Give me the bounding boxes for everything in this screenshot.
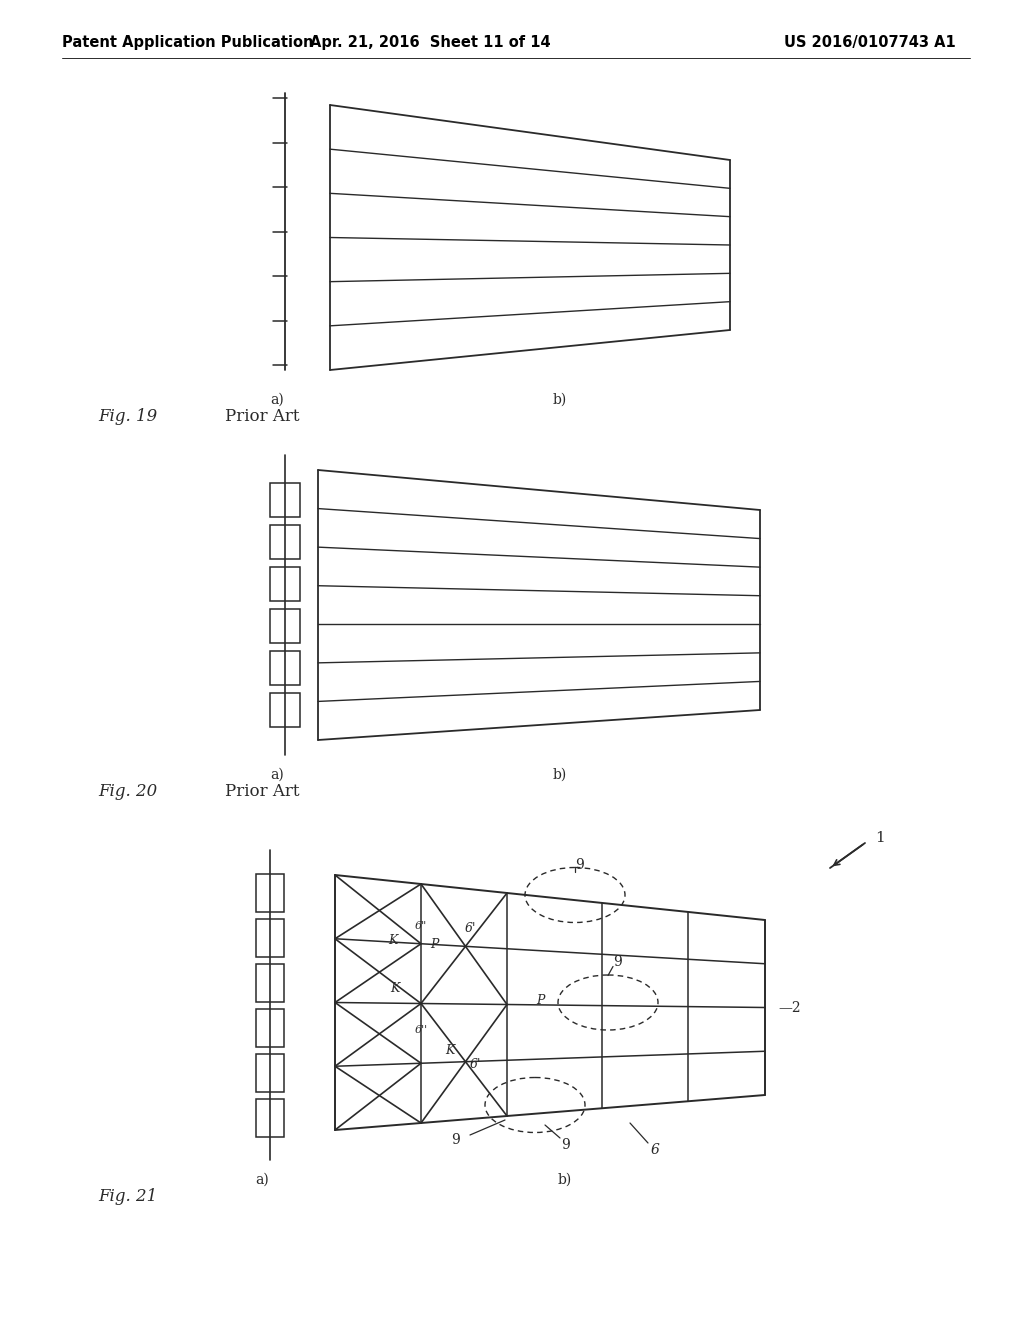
Text: Prior Art: Prior Art [225,408,299,425]
Text: 9: 9 [575,858,585,873]
Text: K: K [390,982,399,994]
Text: —2: —2 [778,1001,801,1015]
Text: Fig. 21: Fig. 21 [98,1188,158,1205]
Text: P: P [430,937,438,950]
Text: 6'': 6'' [415,1026,428,1035]
Bar [256,919,284,957]
Bar [256,874,284,912]
Bar [256,964,284,1002]
Text: Prior Art: Prior Art [225,783,299,800]
Text: US 2016/0107743 A1: US 2016/0107743 A1 [784,34,955,49]
Bar [270,483,300,517]
Bar [270,651,300,685]
Text: b): b) [553,393,567,407]
Text: 6": 6" [415,921,427,931]
Text: Fig. 20: Fig. 20 [98,783,158,800]
Text: a): a) [270,393,284,407]
Text: b): b) [558,1173,572,1187]
Text: b): b) [553,768,567,781]
Text: a): a) [270,768,284,781]
Bar [270,693,300,727]
Text: 6': 6' [470,1059,481,1072]
Text: 9: 9 [451,1133,460,1147]
Bar [270,609,300,643]
Text: Fig. 19: Fig. 19 [98,408,158,425]
Bar [256,1008,284,1047]
Bar [270,568,300,601]
Text: P: P [536,994,545,1006]
Text: 6': 6' [465,921,476,935]
Bar [256,1053,284,1092]
Text: K: K [445,1044,455,1056]
Text: 9: 9 [560,1138,569,1152]
Text: 9: 9 [613,956,623,969]
Text: 6: 6 [650,1143,659,1158]
Text: Apr. 21, 2016  Sheet 11 of 14: Apr. 21, 2016 Sheet 11 of 14 [309,34,550,49]
Bar [270,525,300,558]
Text: a): a) [255,1173,269,1187]
Text: K: K [388,933,397,946]
Text: 1: 1 [874,832,885,845]
Text: Patent Application Publication: Patent Application Publication [62,34,313,49]
Bar [256,1098,284,1137]
